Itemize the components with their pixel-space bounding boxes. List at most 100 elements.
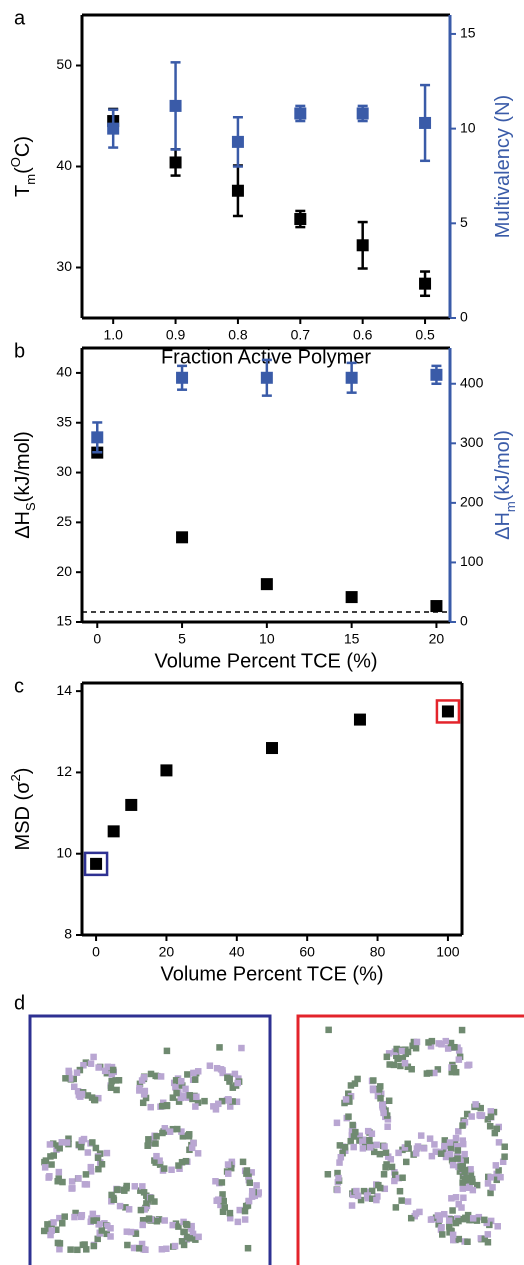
bead [59, 1178, 66, 1186]
bead [441, 1137, 449, 1144]
bead [392, 1204, 400, 1211]
x-tick-label: 1.0 [103, 327, 123, 343]
data-point [125, 798, 138, 811]
data-point [294, 107, 307, 120]
bead [341, 1143, 349, 1151]
bead [499, 1158, 507, 1166]
bead [221, 1204, 229, 1211]
data-point [231, 184, 244, 197]
bead [153, 1152, 160, 1160]
bead [138, 1077, 146, 1084]
bead [459, 1140, 467, 1148]
bead [466, 1216, 473, 1224]
bead [143, 1192, 150, 1199]
bead [369, 1086, 377, 1094]
bead [87, 1163, 95, 1171]
bead [484, 1180, 492, 1187]
bead [469, 1215, 477, 1222]
bead [461, 1166, 469, 1174]
bead [384, 1116, 392, 1123]
bead [213, 1064, 221, 1072]
bead [497, 1173, 504, 1181]
bead [65, 1135, 72, 1142]
bead [139, 1217, 147, 1224]
y-axis-label-part: MSD (σ [12, 781, 34, 851]
bead [47, 1153, 54, 1160]
bead [186, 1092, 194, 1099]
bead [175, 1162, 182, 1169]
bead [434, 1212, 442, 1219]
bead [108, 1071, 116, 1078]
bead [350, 1133, 358, 1140]
bead [350, 1143, 357, 1151]
data-point [91, 431, 104, 444]
y-tick-label: 8 [64, 926, 72, 942]
bead [56, 1240, 64, 1247]
bead [95, 1221, 102, 1228]
bead [495, 1167, 502, 1174]
bead [241, 1216, 249, 1223]
bead [62, 1075, 69, 1082]
bead [246, 1179, 254, 1187]
bead [172, 1084, 179, 1091]
bead [169, 1094, 177, 1101]
bead [46, 1141, 54, 1148]
bead [103, 1230, 110, 1238]
bead [469, 1178, 476, 1186]
bead [477, 1235, 485, 1242]
bead [425, 1039, 432, 1046]
bead [437, 1150, 445, 1157]
y-axis-label: ΔHS(kJ/mol) [12, 431, 38, 539]
bead [253, 1182, 260, 1189]
bead [94, 1154, 102, 1162]
bead [216, 1044, 223, 1051]
bead [55, 1168, 63, 1176]
bead [475, 1213, 483, 1221]
bead [395, 1149, 402, 1157]
bead [341, 1099, 348, 1107]
panel-letter: d [14, 992, 25, 1014]
bead [487, 1113, 495, 1121]
bead [469, 1186, 477, 1194]
bead [462, 1214, 469, 1222]
bead [68, 1185, 75, 1192]
bead [236, 1206, 244, 1214]
bead [147, 1194, 155, 1202]
bead [382, 1149, 390, 1156]
bead [171, 1242, 179, 1250]
bead [487, 1189, 494, 1197]
bead [448, 1195, 455, 1202]
bead [455, 1056, 463, 1063]
bead [98, 1161, 106, 1168]
bead [375, 1085, 383, 1093]
bead [63, 1139, 71, 1146]
bead [356, 1132, 364, 1140]
y-tick-label: 30 [56, 258, 72, 274]
bead [473, 1181, 481, 1189]
y-axis-label-part: m [23, 174, 38, 185]
bead [50, 1219, 57, 1226]
bead [248, 1193, 256, 1200]
y-axis-label-part: S [23, 502, 38, 511]
bead [245, 1197, 253, 1205]
bead [71, 1083, 78, 1091]
bead [158, 1246, 166, 1253]
bead [178, 1128, 185, 1135]
bead [467, 1166, 474, 1173]
bead [73, 1069, 81, 1076]
snapshot-frame-right [296, 1014, 524, 1265]
bead [446, 1139, 454, 1146]
data-point [430, 600, 443, 613]
bead [226, 1214, 234, 1222]
bead [375, 1181, 382, 1189]
bead [188, 1144, 196, 1152]
bead [219, 1067, 226, 1074]
data-point [107, 825, 120, 838]
bead [486, 1122, 494, 1130]
bead [368, 1187, 376, 1195]
bead [391, 1171, 399, 1179]
bead [455, 1235, 463, 1243]
bead [80, 1062, 87, 1069]
bead [447, 1145, 455, 1152]
bead [427, 1043, 435, 1050]
